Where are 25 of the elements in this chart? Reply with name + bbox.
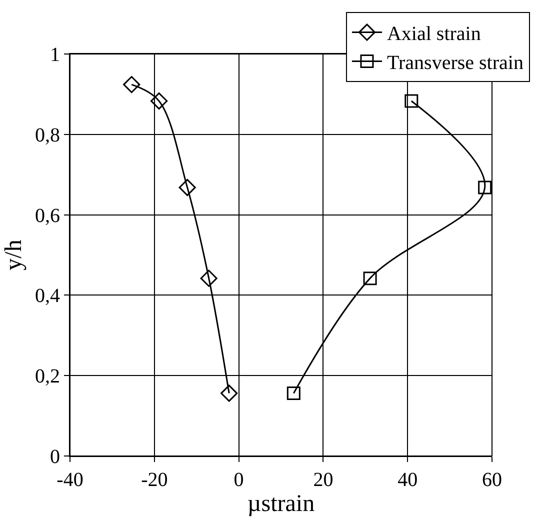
y-axis-title: y/h — [1, 240, 28, 270]
y-tick-label: 0 — [50, 446, 60, 468]
point — [150, 92, 168, 110]
x-tick-label: 40 — [398, 469, 418, 491]
x-tick-label: -20 — [141, 469, 168, 491]
point — [123, 76, 140, 94]
y-tick-label: 0,6 — [35, 204, 60, 227]
point — [363, 272, 377, 286]
point — [478, 180, 492, 194]
y-tick-label: 1 — [50, 44, 60, 66]
x-tick-label: 0 — [234, 469, 244, 491]
point — [200, 270, 218, 287]
y-tick-label: 0,2 — [35, 366, 60, 388]
point — [286, 386, 300, 400]
y-tick-label: 0,4 — [35, 285, 60, 308]
point — [404, 94, 418, 108]
y-tick-label: 0,8 — [35, 124, 60, 146]
legend-label: Axial strain — [386, 23, 481, 46]
x-tick-label: -40 — [56, 469, 84, 491]
x-axis-title: µstrain — [247, 491, 315, 517]
legend-label: Transverse strain — [386, 52, 524, 74]
point — [220, 384, 238, 402]
x-tick-label: 60 — [482, 469, 502, 491]
point — [178, 178, 196, 196]
x-tick-label: 20 — [313, 469, 334, 491]
